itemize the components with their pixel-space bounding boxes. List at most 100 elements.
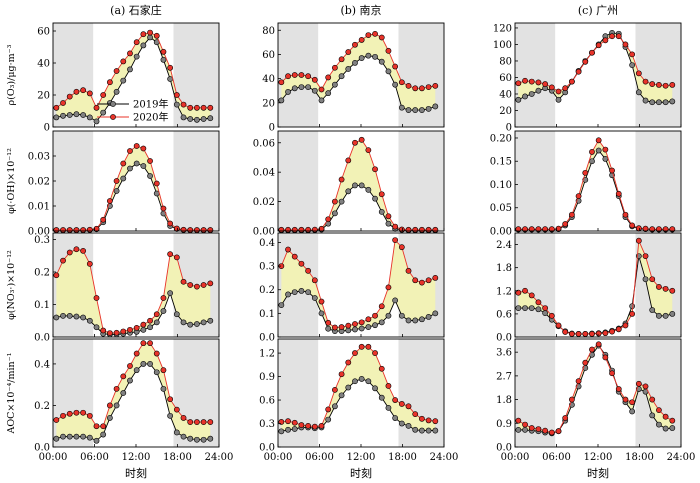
panel-b-row0-series-2019-point bbox=[325, 90, 332, 97]
panel-a-row1-series-2019-point bbox=[147, 173, 153, 179]
panel-b-row0-series-2020-point bbox=[392, 63, 399, 70]
panel-a-row0-series-2019-point bbox=[147, 34, 153, 41]
panel-b-row2-series-2019-point bbox=[392, 297, 399, 304]
panel-c-row3-ytick-label: 1.8 bbox=[496, 395, 512, 406]
panel-c-row3-series-2020-point bbox=[562, 415, 569, 421]
panel-c-row1-series-2019-point bbox=[602, 156, 609, 162]
panel-c-row3-series-2020-point bbox=[669, 417, 676, 424]
panel-b-row2-series-2019-point bbox=[291, 289, 298, 295]
panel-a-row2-difference-fill bbox=[56, 249, 211, 335]
panel-c-row2-series-2020-point bbox=[575, 331, 582, 337]
panel-a-row2-series-2020-point bbox=[160, 295, 167, 301]
panel-b-row1-series-2020-point bbox=[405, 226, 412, 233]
panel-b-row3-series-2019-point bbox=[278, 428, 285, 435]
panel-a-row0-difference-fill bbox=[56, 32, 211, 122]
panel-b-row1-series-2020-point bbox=[338, 176, 345, 183]
panel-c-row3-series-2020-point bbox=[629, 399, 636, 406]
panel-c-row0-series-2020-point bbox=[582, 58, 589, 65]
panel-a-row0-series-2019-point bbox=[100, 109, 107, 116]
panel-a-row0-series-2019-point bbox=[173, 101, 180, 108]
panel-b-row0-series-2020-point bbox=[365, 32, 372, 38]
panel-b-row3-series-2020-point bbox=[392, 397, 399, 403]
panel-c-row3-series-2020-point bbox=[555, 428, 562, 435]
panel-a-row1-series-2020-point bbox=[147, 158, 153, 164]
panel-c-row0-ytick-label: 100 bbox=[493, 40, 512, 51]
panel-c-row0-ytick-label: 40 bbox=[499, 89, 512, 100]
panel-c-row0-ytick-label: 0 bbox=[506, 123, 512, 134]
panel-a-row1-series-2020-point bbox=[106, 198, 113, 204]
panel-c-row1-ytick-label: 0.20 bbox=[490, 133, 512, 144]
panel-c-row1-series-2020-point bbox=[615, 190, 622, 197]
panel-c-row0-series-2020-point bbox=[602, 37, 609, 44]
panel-a-row3-series-2019-point bbox=[93, 437, 100, 444]
panel-b-row1-series-2020-point bbox=[432, 226, 439, 233]
legend-2019-label: 2019年 bbox=[133, 98, 168, 111]
panel-a-row2-ytick-label: 0.0 bbox=[34, 333, 50, 344]
panel-b-row0-series-2019-point bbox=[298, 84, 305, 90]
panel-a-row1-series-2020-point bbox=[73, 227, 80, 233]
panel-c-row3-ytick-label: 0.0 bbox=[496, 443, 512, 454]
panel-a-row1-ylabel: φ(·OH)×10⁻¹² bbox=[6, 148, 17, 214]
panel-b-row0-series-2019-point bbox=[378, 58, 385, 65]
panel-b-row3-ytick-label: 1.2 bbox=[259, 349, 275, 360]
panel-a-row2-series-2020-point bbox=[93, 295, 100, 301]
panel-a-row0-series-2020-point bbox=[147, 29, 153, 36]
panel-a-row0-ytick-label: 20 bbox=[37, 91, 50, 102]
panel-a-row3-series-2020-point bbox=[73, 409, 80, 416]
panel-b-row3-difference-fill bbox=[281, 346, 436, 432]
panel-b-row1-series-2019-point bbox=[331, 210, 338, 217]
panel-b-row3-series-2019-point bbox=[352, 378, 358, 385]
panel-c-row3-series-2020-point bbox=[575, 378, 582, 385]
panel-b-row2-series-2020-point bbox=[398, 244, 405, 251]
panel-a-row3-series-2019-point bbox=[200, 436, 207, 443]
panel-c-row2-ytick-label: 0.6 bbox=[496, 309, 512, 320]
panel-c-row3-series-2019-point bbox=[662, 425, 669, 432]
panel-a-row2-ytick-label: 0.3 bbox=[34, 235, 50, 246]
panel-c-row2-series-2020-point bbox=[548, 312, 555, 319]
panel-c-row0-series-2019-point bbox=[629, 62, 636, 68]
panel-c-row2-series-2019-point bbox=[515, 305, 522, 312]
panel-c-row2-series-2019-point bbox=[669, 310, 676, 317]
panel-b-row2-series-2020-point bbox=[352, 321, 358, 327]
panel-a-row2-series-2020-point bbox=[153, 311, 160, 318]
panel-b-row1-series-2020-point bbox=[365, 147, 372, 154]
panel-c-row1-series-2020-point bbox=[542, 226, 549, 233]
panel-b-row0-series-2019-point bbox=[412, 107, 419, 113]
panel-b-row1-series-2020-point bbox=[412, 226, 419, 233]
panel-b-row1-ytick-label: 0.02 bbox=[253, 197, 275, 208]
panel-c-row3-series-2020-point bbox=[609, 370, 615, 377]
panel-b-row3-series-2019-point bbox=[398, 420, 405, 427]
panel-a-row2-series-2019-point bbox=[86, 317, 93, 324]
panel-a-row1-series-2020-point bbox=[100, 216, 107, 223]
panel-b-row1-series-2020-point bbox=[285, 226, 291, 233]
panel-c-row3-series-2020-point bbox=[595, 341, 602, 348]
panel-b-row3-series-2020-point bbox=[331, 386, 338, 393]
panel-a-row2-series-2019-point bbox=[160, 308, 167, 314]
panel-a-row0-series-2020-point bbox=[66, 93, 73, 100]
panel-c-row0-series-2019-point bbox=[669, 98, 676, 105]
panel-c-row3-series-2019-point bbox=[649, 412, 656, 419]
panel-title-c: (c) 广州 bbox=[578, 4, 618, 17]
panel-b-row0-series-2020-point bbox=[305, 73, 312, 80]
panel-a-row2-series-2019-point bbox=[73, 313, 80, 320]
panel-c-row1-series-2020-point bbox=[649, 226, 656, 233]
panel-a-row2-series-2020-point bbox=[194, 283, 200, 290]
panel-a-row0-series-2019-point bbox=[86, 114, 93, 121]
panel-a-row3-series-2019-point bbox=[127, 377, 133, 384]
panel-c-row2-series-2020-point bbox=[568, 331, 575, 337]
panel-b-row0-series-2020-point bbox=[352, 41, 358, 48]
panel-b-row3-series-2020-point bbox=[385, 383, 392, 389]
panel-c-row3-series-2019-point bbox=[515, 426, 522, 433]
panel-a-row3-series-2019-point bbox=[86, 434, 93, 441]
panel-b-row3-series-2020-point bbox=[378, 365, 385, 372]
panel-c-row1-ytick-label: 0.00 bbox=[490, 227, 512, 238]
panel-a-row0-series-2019-point bbox=[140, 42, 147, 49]
panel-a-row2-series-2020-point bbox=[53, 272, 60, 279]
panel-a-row3-series-2020-point bbox=[194, 419, 200, 425]
panel-b-row3-series-2020-point bbox=[298, 422, 305, 428]
panel-b-row0-series-2019-point bbox=[358, 55, 365, 61]
panel-c-row0-series-2019-point bbox=[522, 93, 528, 100]
xaxis-label-a: 时刻 bbox=[125, 466, 147, 480]
panel-a-row0-series-2019-point bbox=[207, 115, 214, 122]
panel-a-row0-series-2019-point bbox=[187, 116, 194, 122]
